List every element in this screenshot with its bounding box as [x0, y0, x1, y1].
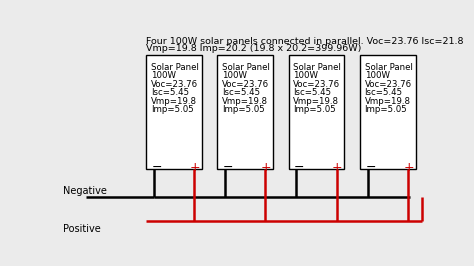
Text: +: +: [403, 161, 414, 174]
Text: Voc=23.76: Voc=23.76: [365, 80, 412, 89]
Text: Solar Panel: Solar Panel: [365, 63, 412, 72]
Bar: [146, 55, 202, 169]
Text: Solar Panel: Solar Panel: [151, 63, 199, 72]
Text: Vmp=19.8: Vmp=19.8: [222, 97, 268, 106]
Text: Voc=23.76: Voc=23.76: [222, 80, 269, 89]
Text: 100W: 100W: [222, 71, 247, 80]
Text: Voc=23.76: Voc=23.76: [151, 80, 198, 89]
Text: Isc=5.45: Isc=5.45: [151, 88, 189, 97]
Text: Isc=5.45: Isc=5.45: [293, 88, 331, 97]
Text: Solar Panel: Solar Panel: [222, 63, 270, 72]
Bar: [360, 55, 416, 169]
Text: −: −: [294, 161, 305, 174]
Text: Voc=23.76: Voc=23.76: [293, 80, 340, 89]
Text: Negative: Negative: [63, 186, 107, 196]
Text: Imp=5.05: Imp=5.05: [293, 105, 336, 114]
Text: Positive: Positive: [63, 224, 101, 234]
Text: 100W: 100W: [293, 71, 319, 80]
Text: Isc=5.45: Isc=5.45: [365, 88, 403, 97]
Text: 100W: 100W: [365, 71, 390, 80]
Text: Imp=5.05: Imp=5.05: [151, 105, 193, 114]
Text: +: +: [332, 161, 343, 174]
Text: Four 100W solar panels connected in parallel. Voc=23.76 Isc=21.8: Four 100W solar panels connected in para…: [146, 36, 464, 45]
Text: Vmp=19.8: Vmp=19.8: [365, 97, 410, 106]
Text: Imp=5.05: Imp=5.05: [222, 105, 265, 114]
Text: 100W: 100W: [151, 71, 176, 80]
Text: +: +: [261, 161, 272, 174]
Text: −: −: [152, 161, 162, 174]
Bar: [289, 55, 345, 169]
Text: Imp=5.05: Imp=5.05: [365, 105, 407, 114]
Text: Vmp=19.8: Vmp=19.8: [293, 97, 339, 106]
Text: +: +: [190, 161, 200, 174]
Text: −: −: [365, 161, 376, 174]
Text: Isc=5.45: Isc=5.45: [222, 88, 260, 97]
Text: Vmp=19.8 Imp=20.2 (19.8 x 20.2=399.96W): Vmp=19.8 Imp=20.2 (19.8 x 20.2=399.96W): [146, 44, 361, 53]
Bar: [218, 55, 273, 169]
Text: Vmp=19.8: Vmp=19.8: [151, 97, 197, 106]
Text: Solar Panel: Solar Panel: [293, 63, 341, 72]
Text: −: −: [223, 161, 233, 174]
